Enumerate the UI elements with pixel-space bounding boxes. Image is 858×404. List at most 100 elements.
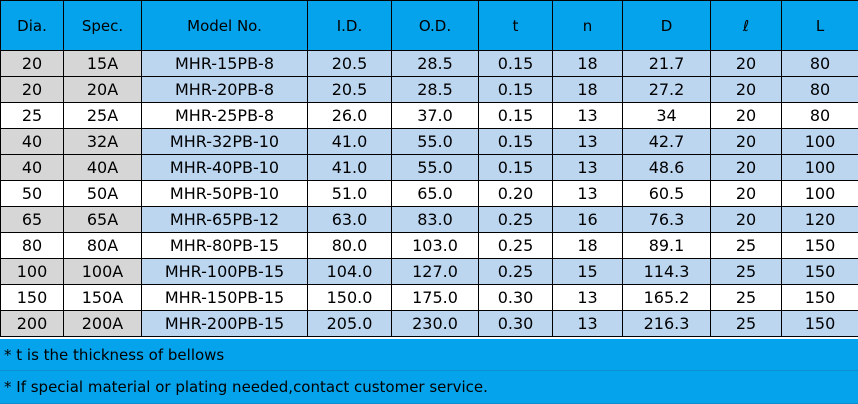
cell-dia: 25: [0, 102, 64, 129]
cell-spec: 40A: [63, 154, 142, 181]
cell-dia: 100: [0, 258, 64, 285]
table-body: 20 15A MHR-15PB-8 20.5 28.5 0.15 18 21.7 20 80 20 2…: [0, 50, 858, 337]
cell-d: 42.7: [622, 128, 711, 155]
cell-od: 65.0: [391, 180, 479, 207]
cell-od: 55.0: [391, 128, 479, 155]
cell-od: 28.5: [391, 76, 479, 103]
cell-od: 55.0: [391, 154, 479, 181]
cell-n: 13: [552, 102, 623, 129]
cell-n: 13: [552, 128, 623, 155]
cell-id: 20.5: [307, 50, 392, 77]
header-dia: Dia.: [0, 0, 64, 51]
cell-od: 127.0: [391, 258, 479, 285]
cell-ell: 25: [710, 232, 782, 259]
cell-t: 0.30: [478, 284, 553, 311]
table-row: 40 40A MHR-40PB-10 41.0 55.0 0.15 13 48.6 20 100: [0, 154, 858, 181]
cell-id: 63.0: [307, 206, 392, 233]
cell-dia: 20: [0, 50, 64, 77]
cell-d: 21.7: [622, 50, 711, 77]
cell-t: 0.25: [478, 206, 553, 233]
table-row: 80 80A MHR-80PB-15 80.0 103.0 0.25 18 89.1 25 150: [0, 232, 858, 259]
cell-id: 150.0: [307, 284, 392, 311]
table-row: 20 15A MHR-15PB-8 20.5 28.5 0.15 18 21.7 20 80: [0, 50, 858, 77]
cell-spec: 50A: [63, 180, 142, 207]
table-row: 50 50A MHR-50PB-10 51.0 65.0 0.20 13 60.5 20 100: [0, 180, 858, 207]
cell-model-no: MHR-65PB-12: [141, 206, 308, 233]
cell-model-no: MHR-200PB-15: [141, 310, 308, 337]
cell-od: 103.0: [391, 232, 479, 259]
cell-ell: 25: [710, 284, 782, 311]
cell-model-no: MHR-25PB-8: [141, 102, 308, 129]
note-contact: * If special material or plating needed,…: [0, 371, 858, 404]
cell-n: 13: [552, 154, 623, 181]
cell-l: 100: [781, 154, 858, 181]
cell-d: 34: [622, 102, 711, 129]
cell-d: 165.2: [622, 284, 711, 311]
cell-n: 13: [552, 180, 623, 207]
cell-l: 150: [781, 284, 858, 311]
cell-n: 18: [552, 50, 623, 77]
cell-ell: 20: [710, 180, 782, 207]
cell-t: 0.25: [478, 258, 553, 285]
cell-n: 18: [552, 232, 623, 259]
cell-n: 13: [552, 310, 623, 337]
cell-spec: 65A: [63, 206, 142, 233]
cell-ell: 20: [710, 50, 782, 77]
cell-l: 150: [781, 310, 858, 337]
cell-model-no: MHR-80PB-15: [141, 232, 308, 259]
header-row: Dia. Spec. Model No. I.D. O.D. t n D ℓ L: [0, 0, 858, 51]
cell-id: 41.0: [307, 128, 392, 155]
cell-dia: 50: [0, 180, 64, 207]
cell-model-no: MHR-100PB-15: [141, 258, 308, 285]
cell-ell: 20: [710, 206, 782, 233]
cell-spec: 150A: [63, 284, 142, 311]
cell-dia: 40: [0, 154, 64, 181]
cell-model-no: MHR-50PB-10: [141, 180, 308, 207]
cell-d: 60.5: [622, 180, 711, 207]
cell-od: 83.0: [391, 206, 479, 233]
cell-od: 175.0: [391, 284, 479, 311]
cell-t: 0.15: [478, 102, 553, 129]
header-l: L: [781, 0, 858, 51]
cell-d: 216.3: [622, 310, 711, 337]
cell-spec: 32A: [63, 128, 142, 155]
header-t: t: [478, 0, 553, 51]
cell-n: 16: [552, 206, 623, 233]
table-row: 150 150A MHR-150PB-15 150.0 175.0 0.30 13 165.2…: [0, 284, 858, 311]
cell-id: 51.0: [307, 180, 392, 207]
cell-l: 150: [781, 258, 858, 285]
cell-dia: 80: [0, 232, 64, 259]
header-id: I.D.: [307, 0, 392, 51]
cell-ell: 20: [710, 128, 782, 155]
cell-t: 0.20: [478, 180, 553, 207]
cell-ell: 25: [710, 258, 782, 285]
cell-d: 114.3: [622, 258, 711, 285]
cell-ell: 20: [710, 76, 782, 103]
cell-d: 27.2: [622, 76, 711, 103]
cell-dia: 20: [0, 76, 64, 103]
header-od: O.D.: [391, 0, 479, 51]
cell-n: 13: [552, 284, 623, 311]
cell-ell: 20: [710, 102, 782, 129]
cell-spec: 100A: [63, 258, 142, 285]
header-spec: Spec.: [63, 0, 142, 51]
bellows-spec-table: Dia. Spec. Model No. I.D. O.D. t n D ℓ L…: [0, 0, 858, 337]
cell-l: 150: [781, 232, 858, 259]
cell-n: 15: [552, 258, 623, 285]
header-d: D: [622, 0, 711, 51]
cell-d: 89.1: [622, 232, 711, 259]
cell-dia: 150: [0, 284, 64, 311]
cell-id: 104.0: [307, 258, 392, 285]
cell-model-no: MHR-150PB-15: [141, 284, 308, 311]
cell-id: 20.5: [307, 76, 392, 103]
cell-n: 18: [552, 76, 623, 103]
cell-d: 48.6: [622, 154, 711, 181]
cell-l: 100: [781, 180, 858, 207]
cell-od: 28.5: [391, 50, 479, 77]
cell-dia: 65: [0, 206, 64, 233]
cell-dia: 40: [0, 128, 64, 155]
cell-spec: 200A: [63, 310, 142, 337]
cell-spec: 20A: [63, 76, 142, 103]
cell-model-no: MHR-40PB-10: [141, 154, 308, 181]
cell-model-no: MHR-20PB-8: [141, 76, 308, 103]
